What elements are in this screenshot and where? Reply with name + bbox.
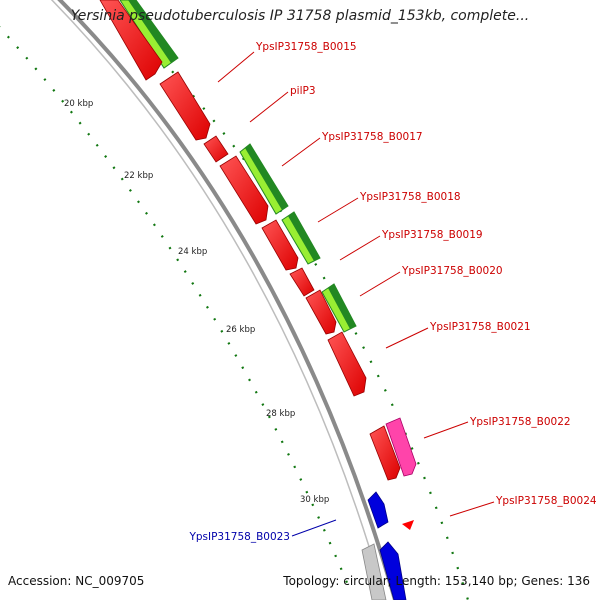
scale-label: 20 kbp [64, 99, 93, 109]
accession-label: Accession: NC_009705 [8, 574, 145, 588]
scale-label: 26 kbp [226, 325, 255, 335]
feature-block [288, 212, 320, 261]
scale-label: 22 kbp [124, 171, 153, 181]
feature-block [245, 144, 288, 210]
topology-summary: Topology: circular; Length: 153,140 bp; … [283, 574, 590, 588]
scale-label: 30 kbp [300, 495, 329, 505]
gene-arrow-pink [385, 417, 417, 477]
feature-block [328, 284, 356, 329]
gene-label[interactable]: YpsIP31758_B0022 [469, 416, 571, 428]
scale-labels: 20 kbp 22 kbp 24 kbp 26 kbp 28 kbp 30 kb… [64, 99, 329, 505]
gene-arrow [369, 425, 401, 481]
backbone-arc [57, 0, 397, 600]
inner-tick-ring [0, 26, 352, 591]
scale-label: 28 kbp [266, 409, 295, 419]
gene-label[interactable]: YpsIP31758_B0019 [381, 229, 483, 241]
gene-track [99, 0, 401, 481]
gene-arrow [289, 267, 315, 297]
gene-labels: YpsIP31758_B0015 pilP3 YpsIP31758_B0017 … [188, 41, 596, 543]
backbone-arc-inner [50, 0, 386, 600]
outer-tick-ring [103, 0, 470, 600]
gene-arrow [219, 155, 269, 225]
gene-arrow [261, 219, 299, 271]
gene-arrow [159, 71, 211, 141]
feature-track [119, 0, 357, 333]
feature-block [128, 0, 178, 63]
gene-arrow [203, 135, 229, 163]
gene-label[interactable]: YpsIP31758_B0024 [495, 495, 597, 507]
gene-arrow-blue [379, 541, 407, 600]
gene-label[interactable]: YpsIP31758_B0015 [255, 41, 357, 53]
gene-arrow [305, 289, 337, 335]
gene-arrow [327, 331, 367, 397]
map-title: Yersinia pseudotuberculosis IP 31758 pla… [70, 8, 530, 24]
label-leader-blue [291, 519, 337, 537]
gene-arrow [99, 0, 163, 81]
gene-label[interactable]: YpsIP31758_B0020 [401, 265, 503, 277]
gene-marker-small [402, 520, 414, 530]
label-leaders [217, 51, 495, 517]
gene-arrow-blue [367, 491, 389, 529]
gene-label[interactable]: YpsIP31758_B0017 [321, 131, 423, 143]
gene-label[interactable]: YpsIP31758_B0018 [359, 191, 461, 203]
scale-label: 24 kbp [178, 247, 207, 257]
gene-label[interactable]: YpsIP31758_B0023 [188, 531, 290, 543]
gene-label[interactable]: YpsIP31758_B0021 [429, 321, 531, 333]
gene-arrow-grey [361, 543, 387, 600]
gene-label[interactable]: pilP3 [290, 85, 316, 97]
